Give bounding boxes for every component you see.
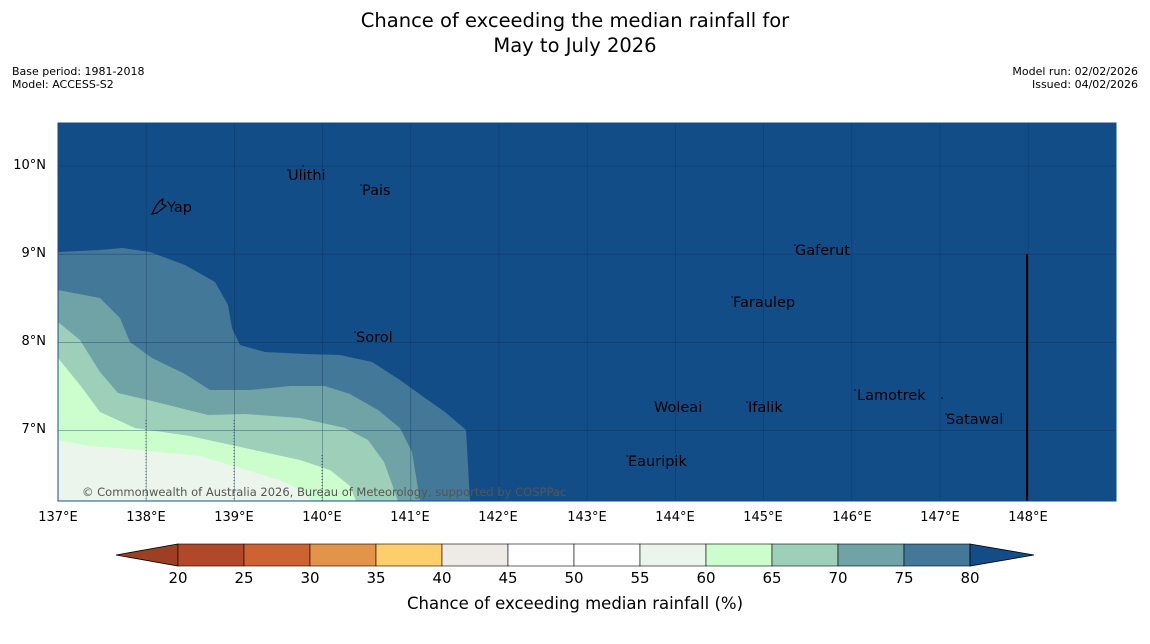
lon-label-147e: 147°E	[920, 510, 960, 525]
colorbar-segment	[573, 543, 641, 567]
colorbar-tick-60: 60	[696, 569, 716, 587]
island-markers	[287, 165, 947, 457]
lon-label-140e: 140°E	[302, 510, 342, 525]
copyright-notice: © Commonwealth of Australia 2026, Bureau…	[82, 485, 567, 499]
lon-label-146e: 146°E	[832, 510, 872, 525]
map-title-line-1: Chance of exceeding the median rainfall …	[360, 9, 790, 32]
colorbar-tick-25: 25	[234, 569, 254, 587]
lon-label-148e: 148°E	[1008, 510, 1048, 525]
yap-island-outline	[150, 197, 168, 215]
colorbar-tick-40: 40	[432, 569, 452, 587]
contour-55-60	[58, 440, 312, 501]
colorbar-tick-50: 50	[564, 569, 584, 587]
colorbar-segment	[243, 543, 311, 567]
colorbar-tick-35: 35	[366, 569, 386, 587]
lat-label-7n: 7°N	[21, 422, 47, 437]
colorbar-segment	[177, 543, 245, 567]
lon-label-144e: 144°E	[655, 510, 695, 525]
colorbar-segment	[441, 543, 509, 567]
place-label-faraulep: Faraulep	[733, 295, 796, 311]
colorbar-segment	[705, 543, 773, 567]
place-label-eauripik: Eauripik	[628, 454, 687, 470]
place-label-gaferut: Gaferut	[795, 243, 850, 259]
colorbar-extend-high	[969, 543, 1035, 567]
colorbar-segment	[507, 543, 575, 567]
lon-label-139e: 139°E	[214, 510, 254, 525]
lon-label-142e: 142°E	[478, 510, 518, 525]
base-period-text: Base period: 1981-2018	[12, 65, 145, 78]
colorbar-segment	[837, 543, 905, 567]
colorbar-tick-55: 55	[630, 569, 650, 587]
map-title-line-2: May to July 2026	[493, 34, 657, 57]
colorbar-segment	[375, 543, 443, 567]
lon-label-145e: 145°E	[743, 510, 783, 525]
colorbar-segment	[771, 543, 839, 567]
model-run-text: Model run: 02/02/2026	[1012, 65, 1138, 78]
place-label-sorol: Sorol	[356, 330, 393, 346]
colorbar-segment	[903, 543, 971, 567]
colorbar-segment	[639, 543, 707, 567]
colorbar-tick-30: 30	[300, 569, 320, 587]
lat-label-10n: 10°N	[13, 158, 46, 173]
place-label-satawal: Satawal	[946, 412, 1004, 428]
colorbar-tick-20: 20	[168, 569, 188, 587]
model-text: Model: ACCESS-S2	[12, 78, 114, 91]
lon-label-137e: 137°E	[38, 510, 78, 525]
colorbar-tick-80: 80	[960, 569, 980, 587]
place-label-woleai: Woleai	[654, 400, 703, 416]
colorbar-tick-75: 75	[894, 569, 914, 587]
colorbar-label: Chance of exceeding median rainfall (%)	[406, 594, 744, 613]
map-frame	[57, 122, 1117, 502]
map-grid	[57, 123, 1116, 501]
lat-label-9n: 9°N	[21, 246, 47, 261]
colorbar-extend-low	[115, 543, 179, 567]
place-label-ifalik: Ifalik	[748, 400, 783, 416]
lon-label-141e: 141°E	[390, 510, 430, 525]
place-label-pais: Pais	[362, 183, 391, 199]
place-label-lamotrek: Lamotrek	[857, 388, 926, 404]
lon-label-138e: 138°E	[126, 510, 166, 525]
place-label-ulithi: Ulithi	[288, 168, 326, 184]
issued-text: Issued: 04/02/2026	[1031, 78, 1138, 91]
lat-label-8n: 8°N	[21, 334, 47, 349]
colorbar-tick-45: 45	[498, 569, 518, 587]
colorbar	[115, 543, 1035, 567]
lon-label-143e: 143°E	[567, 510, 607, 525]
place-label-yap: Yap	[167, 200, 192, 216]
colorbar-segment	[309, 543, 377, 567]
colorbar-tick-70: 70	[828, 569, 848, 587]
colorbar-tick-65: 65	[762, 569, 782, 587]
